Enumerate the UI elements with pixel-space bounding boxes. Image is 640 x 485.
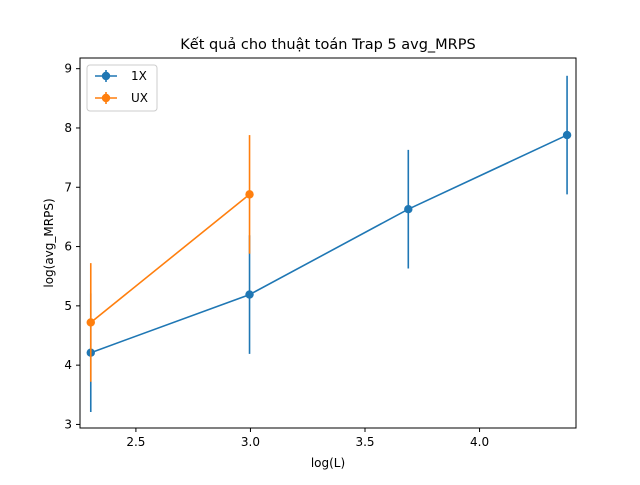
y-tick-label: 3 [64, 417, 72, 431]
data-point [562, 130, 572, 140]
x-tick-label: 3.0 [241, 435, 260, 449]
x-axis-label: log(L) [311, 456, 345, 470]
legend-marker-1X [101, 71, 111, 81]
y-tick-label: 9 [64, 62, 72, 76]
data-point [245, 290, 254, 299]
y-tick-label: 6 [64, 240, 72, 254]
data-point [404, 205, 413, 214]
data-point [245, 190, 254, 199]
series-UX [86, 135, 254, 382]
legend-marker-UX [101, 93, 111, 103]
data-point [86, 318, 95, 327]
legend-label-1X: 1X [131, 69, 147, 83]
y-tick-label: 4 [64, 358, 72, 372]
y-tick-label: 5 [64, 299, 72, 313]
series-1X [86, 75, 572, 412]
y-tick-label: 7 [64, 180, 72, 194]
chart-title: Kết quả cho thuật toán Trap 5 avg_MRPS [180, 36, 475, 53]
y-tick-label: 8 [64, 121, 72, 135]
series-line [90, 193, 251, 324]
x-tick-label: 4.0 [470, 435, 489, 449]
x-tick-label: 2.5 [126, 435, 145, 449]
y-axis-label: log(avg_MRPS) [42, 198, 56, 287]
axis-layer: 2.5 3.0 3.5 4.0 3 4 5 6 7 8 9 [64, 62, 489, 449]
series-line [90, 134, 568, 354]
legend-label-UX: UX [131, 91, 148, 105]
legend: 1X UX [86, 64, 158, 112]
x-tick-label: 3.5 [355, 435, 374, 449]
plot-frame [79, 57, 577, 429]
plot-layer [86, 75, 572, 412]
